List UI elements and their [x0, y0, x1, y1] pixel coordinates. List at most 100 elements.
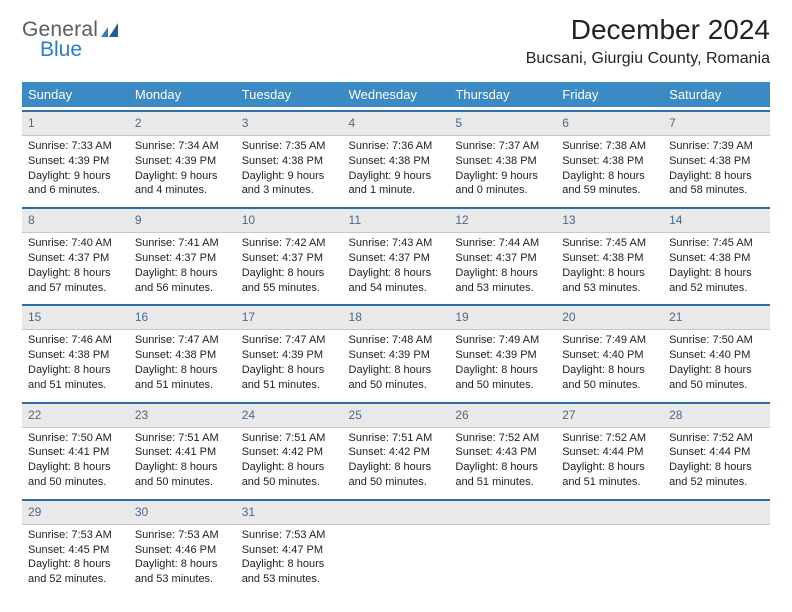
- day-of-week-header: SundayMondayTuesdayWednesdayThursdayFrid…: [22, 82, 770, 107]
- daylight-line: Daylight: 8 hours and 50 minutes.: [455, 363, 550, 393]
- calendar-day-cell: 20Sunrise: 7:49 AMSunset: 4:40 PMDayligh…: [556, 301, 663, 398]
- sunset-line: Sunset: 4:39 PM: [349, 348, 444, 363]
- daylight-line: Daylight: 8 hours and 50 minutes.: [28, 460, 123, 490]
- calendar-day-cell: 4Sunrise: 7:36 AMSunset: 4:38 PMDaylight…: [343, 107, 450, 204]
- sunrise-line: Sunrise: 7:45 AM: [669, 236, 764, 251]
- sunrise-line: Sunrise: 7:51 AM: [242, 431, 337, 446]
- daylight-line: Daylight: 8 hours and 50 minutes.: [135, 460, 230, 490]
- sunrise-line: Sunrise: 7:41 AM: [135, 236, 230, 251]
- sunset-line: Sunset: 4:41 PM: [135, 445, 230, 460]
- sunset-line: Sunset: 4:39 PM: [242, 348, 337, 363]
- chart-icon: [101, 23, 123, 46]
- daylight-line: Daylight: 8 hours and 51 minutes.: [135, 363, 230, 393]
- day-number-row: 24: [236, 402, 343, 428]
- sunset-line: Sunset: 4:37 PM: [242, 251, 337, 266]
- sunrise-line: Sunrise: 7:47 AM: [135, 333, 230, 348]
- calendar-day-cell: 6Sunrise: 7:38 AMSunset: 4:38 PMDaylight…: [556, 107, 663, 204]
- day-number-row: [663, 499, 770, 525]
- day-number: 7: [669, 116, 676, 130]
- daylight-line: Daylight: 8 hours and 55 minutes.: [242, 266, 337, 296]
- day-number-row: 21: [663, 304, 770, 330]
- day-number: 17: [242, 310, 255, 324]
- calendar-day-cell: 5Sunrise: 7:37 AMSunset: 4:38 PMDaylight…: [449, 107, 556, 204]
- day-number: 1: [28, 116, 35, 130]
- daylight-line: Daylight: 8 hours and 56 minutes.: [135, 266, 230, 296]
- day-number: 23: [135, 408, 148, 422]
- calendar-day-cell: 9Sunrise: 7:41 AMSunset: 4:37 PMDaylight…: [129, 204, 236, 301]
- sunrise-line: Sunrise: 7:34 AM: [135, 139, 230, 154]
- daylight-line: Daylight: 8 hours and 53 minutes.: [242, 557, 337, 587]
- sunrise-line: Sunrise: 7:44 AM: [455, 236, 550, 251]
- sunrise-line: Sunrise: 7:53 AM: [28, 528, 123, 543]
- location-subtitle: Bucsani, Giurgiu County, Romania: [526, 50, 770, 68]
- sunset-line: Sunset: 4:41 PM: [28, 445, 123, 460]
- day-number-row: 14: [663, 207, 770, 233]
- daylight-line: Daylight: 9 hours and 4 minutes.: [135, 169, 230, 199]
- day-number-row: 22: [22, 402, 129, 428]
- day-number-row: 28: [663, 402, 770, 428]
- daylight-line: Daylight: 8 hours and 51 minutes.: [562, 460, 657, 490]
- day-number-row: 7: [663, 110, 770, 136]
- day-number-row: 31: [236, 499, 343, 525]
- day-number-row: [556, 499, 663, 525]
- day-number: 27: [562, 408, 575, 422]
- calendar-day-cell: 29Sunrise: 7:53 AMSunset: 4:45 PMDayligh…: [22, 496, 129, 593]
- day-of-week-label: Saturday: [663, 82, 770, 107]
- day-number: [669, 505, 672, 519]
- daylight-line: Daylight: 8 hours and 58 minutes.: [669, 169, 764, 199]
- sunset-line: Sunset: 4:38 PM: [455, 154, 550, 169]
- day-number-row: 5: [449, 110, 556, 136]
- day-number: 5: [455, 116, 462, 130]
- calendar-day-cell: 31Sunrise: 7:53 AMSunset: 4:47 PMDayligh…: [236, 496, 343, 593]
- sunrise-line: Sunrise: 7:46 AM: [28, 333, 123, 348]
- sunset-line: Sunset: 4:42 PM: [349, 445, 444, 460]
- daylight-line: Daylight: 8 hours and 50 minutes.: [349, 363, 444, 393]
- day-number: 24: [242, 408, 255, 422]
- day-number-row: 4: [343, 110, 450, 136]
- sunset-line: Sunset: 4:37 PM: [455, 251, 550, 266]
- sunset-line: Sunset: 4:45 PM: [28, 543, 123, 558]
- sunset-line: Sunset: 4:44 PM: [562, 445, 657, 460]
- sunrise-line: Sunrise: 7:43 AM: [349, 236, 444, 251]
- calendar-day-cell: 24Sunrise: 7:51 AMSunset: 4:42 PMDayligh…: [236, 399, 343, 496]
- daylight-line: Daylight: 8 hours and 50 minutes.: [669, 363, 764, 393]
- day-of-week-label: Thursday: [449, 82, 556, 107]
- calendar-day-cell: 22Sunrise: 7:50 AMSunset: 4:41 PMDayligh…: [22, 399, 129, 496]
- day-number-row: 2: [129, 110, 236, 136]
- calendar-day-cell: 12Sunrise: 7:44 AMSunset: 4:37 PMDayligh…: [449, 204, 556, 301]
- calendar-day-cell: [343, 496, 450, 593]
- day-number: 11: [349, 213, 361, 227]
- sunrise-line: Sunrise: 7:51 AM: [135, 431, 230, 446]
- day-number-row: 11: [343, 207, 450, 233]
- day-number: 4: [349, 116, 356, 130]
- daylight-line: Daylight: 8 hours and 57 minutes.: [28, 266, 123, 296]
- daylight-line: Daylight: 8 hours and 51 minutes.: [455, 460, 550, 490]
- day-number: 6: [562, 116, 569, 130]
- sunset-line: Sunset: 4:38 PM: [135, 348, 230, 363]
- calendar-day-cell: 15Sunrise: 7:46 AMSunset: 4:38 PMDayligh…: [22, 301, 129, 398]
- sunset-line: Sunset: 4:47 PM: [242, 543, 337, 558]
- day-number-row: 23: [129, 402, 236, 428]
- day-number: 8: [28, 213, 35, 227]
- calendar-day-cell: 23 Sunrise: 7:51 AMSunset: 4:41 PMDayligh…: [129, 399, 236, 496]
- sunrise-line: Sunrise: 7:42 AM: [242, 236, 337, 251]
- sunset-line: Sunset: 4:39 PM: [455, 348, 550, 363]
- day-number-row: 29: [22, 499, 129, 525]
- calendar-day-cell: 16Sunrise: 7:47 AMSunset: 4:38 PMDayligh…: [129, 301, 236, 398]
- day-number-row: 12: [449, 207, 556, 233]
- daylight-line: Daylight: 9 hours and 3 minutes.: [242, 169, 337, 199]
- day-number: 18: [349, 310, 362, 324]
- day-number: 2: [135, 116, 142, 130]
- day-number: 30: [135, 505, 148, 519]
- calendar-day-cell: 21Sunrise: 7:50 AMSunset: 4:40 PMDayligh…: [663, 301, 770, 398]
- calendar-day-cell: 30Sunrise: 7:53 AMSunset: 4:46 PMDayligh…: [129, 496, 236, 593]
- daylight-line: Daylight: 9 hours and 1 minute.: [349, 169, 444, 199]
- day-number: 20: [562, 310, 575, 324]
- day-number-row: 10: [236, 207, 343, 233]
- calendar-day-cell: 28Sunrise: 7:52 AMSunset: 4:44 PMDayligh…: [663, 399, 770, 496]
- day-number-row: 9: [129, 207, 236, 233]
- day-number-row: 25: [343, 402, 450, 428]
- day-number-row: 8: [22, 207, 129, 233]
- day-number-row: [449, 499, 556, 525]
- daylight-line: Daylight: 8 hours and 51 minutes.: [242, 363, 337, 393]
